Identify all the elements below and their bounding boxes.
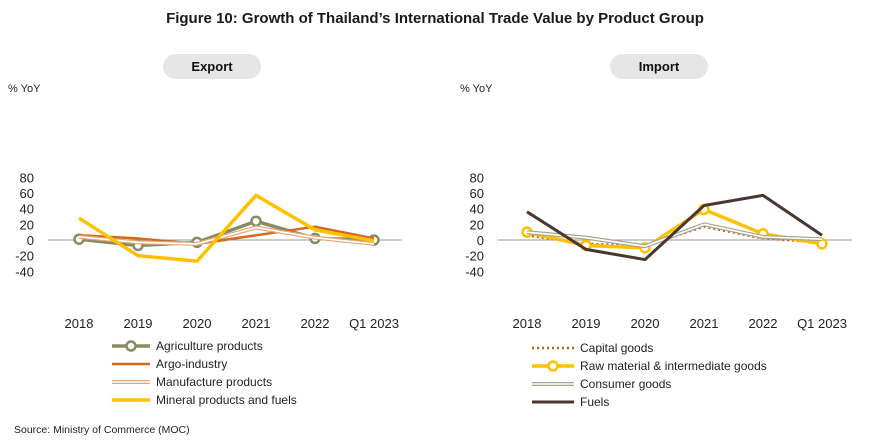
panel-title-pill <box>163 54 261 79</box>
y-tick-label: 0 <box>27 233 34 248</box>
legend-label: Raw material & intermediate goods <box>580 359 767 373</box>
x-tick-label: 2020 <box>183 316 212 331</box>
y-tick-label: 80 <box>20 170 34 185</box>
y-tick-label: 80 <box>470 170 484 185</box>
legend-marker <box>547 360 559 372</box>
legend-item: Consumer goods <box>532 377 671 391</box>
series-line <box>78 225 375 246</box>
data-point <box>816 238 828 250</box>
legend-label: Consumer goods <box>580 377 671 391</box>
legend-item: Agriculture products <box>112 339 263 353</box>
legend-item: Capital goods <box>532 341 653 355</box>
y-tick-label: -40 <box>465 264 484 279</box>
y-axis-label: % YoY <box>8 83 41 95</box>
legend-label: Agriculture products <box>156 339 263 353</box>
legend-item: Mineral products and fuels <box>112 393 297 407</box>
y-tick-label: 60 <box>20 186 34 201</box>
legend-label: Capital goods <box>580 341 653 355</box>
y-tick-label: 40 <box>470 202 484 217</box>
legend-item: Raw material & intermediate goods <box>532 359 767 373</box>
x-tick-label: 2018 <box>513 316 542 331</box>
data-point <box>250 215 262 227</box>
y-tick-label: 60 <box>470 186 484 201</box>
legend-marker <box>125 340 137 352</box>
y-tick-label: 20 <box>20 217 34 232</box>
series-manufacture-products <box>78 225 375 246</box>
x-tick-label: 2020 <box>631 316 660 331</box>
panel-title-pill <box>610 54 708 79</box>
y-axis-label: % YoY <box>460 83 493 95</box>
series-line <box>526 223 823 248</box>
legend-label: Manufacture products <box>156 375 272 389</box>
panel-title: Import <box>639 59 680 74</box>
panel-title: Export <box>191 59 233 74</box>
figure-title: Figure 10: Growth of Thailand’s Internat… <box>166 10 704 27</box>
legend-label: Mineral products and fuels <box>156 393 297 407</box>
x-tick-label: 2019 <box>572 316 601 331</box>
y-tick-label: -40 <box>15 264 34 279</box>
x-tick-label: 2018 <box>65 316 94 331</box>
legend-item: Fuels <box>532 395 609 409</box>
x-tick-label: 2021 <box>242 316 271 331</box>
x-tick-label: 2022 <box>749 316 778 331</box>
x-tick-label: Q1 2023 <box>349 316 399 331</box>
x-tick-label: Q1 2023 <box>797 316 847 331</box>
series-argo-industry <box>78 225 375 246</box>
legend-item: Manufacture products <box>112 375 272 389</box>
series-line <box>526 193 823 262</box>
y-tick-label: 20 <box>470 217 484 232</box>
series-consumer-goods <box>526 222 823 249</box>
y-tick-label: -20 <box>15 249 34 264</box>
legend-item: Argo-industry <box>112 357 227 371</box>
series-fuels <box>526 193 823 262</box>
legend-label: Fuels <box>580 395 609 409</box>
x-tick-label: 2019 <box>124 316 153 331</box>
series-line <box>526 207 823 250</box>
series-mineral-products-and-fuels <box>78 193 375 263</box>
y-tick-label: 0 <box>477 233 484 248</box>
x-tick-label: 2021 <box>690 316 719 331</box>
series-line <box>78 226 375 245</box>
y-tick-label: -20 <box>465 249 484 264</box>
series-line <box>78 193 375 263</box>
x-tick-label: 2022 <box>301 316 330 331</box>
y-tick-label: 40 <box>20 202 34 217</box>
series-raw-material-intermediate-goods <box>521 203 828 254</box>
legend-label: Argo-industry <box>156 357 227 371</box>
source-note: Source: Ministry of Commerce (MOC) <box>14 424 190 436</box>
